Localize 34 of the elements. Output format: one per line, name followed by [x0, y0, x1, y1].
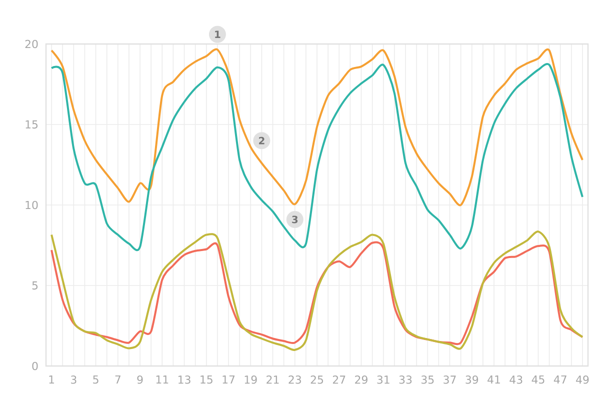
x-tick-label: 33 — [399, 376, 412, 384]
x-tick-label: 39 — [466, 376, 478, 384]
y-tick-label: 15 — [26, 120, 38, 129]
x-tick-label: 27 — [332, 376, 346, 384]
x-tick-label: 15 — [200, 376, 212, 384]
y-tick-label: 20 — [25, 40, 38, 48]
x-tick-label: 11 — [156, 376, 168, 384]
x-tick-label: 45 — [532, 376, 544, 384]
annotation: 1 — [215, 30, 220, 38]
x-tick-label: 17 — [222, 376, 235, 384]
x-tick-label: 5 — [93, 376, 98, 384]
x-tick-label: 43 — [510, 376, 522, 384]
line-series — [50, 48, 584, 206]
x-tick-label: 49 — [576, 376, 589, 384]
x-tick-label: 37 — [444, 376, 456, 384]
x-tick-label: 47 — [554, 376, 566, 384]
x-tick-label: 21 — [266, 376, 279, 384]
annotation: 2 — [259, 136, 264, 144]
x-tick-label: 35 — [421, 376, 434, 384]
x-tick-label: 29 — [355, 376, 368, 384]
x-tick-label: 9 — [137, 376, 143, 384]
y-tick-label: 0 — [32, 362, 38, 370]
x-tick-label: 41 — [488, 376, 500, 384]
x-tick-label: 1 — [49, 376, 54, 384]
x-tick-label: 13 — [178, 376, 190, 384]
x-tick-label: 3 — [71, 376, 76, 384]
y-tick-label: 5 — [32, 281, 38, 290]
annotation: 3 — [292, 216, 298, 224]
y-tick-label: 10 — [26, 200, 38, 210]
x-tick-label: 25 — [310, 376, 324, 384]
x-tick-label: 31 — [377, 376, 390, 384]
x-tick-label: 7 — [115, 376, 120, 384]
x-tick-label: 23 — [288, 376, 301, 384]
x-tick-label: 19 — [244, 376, 257, 384]
